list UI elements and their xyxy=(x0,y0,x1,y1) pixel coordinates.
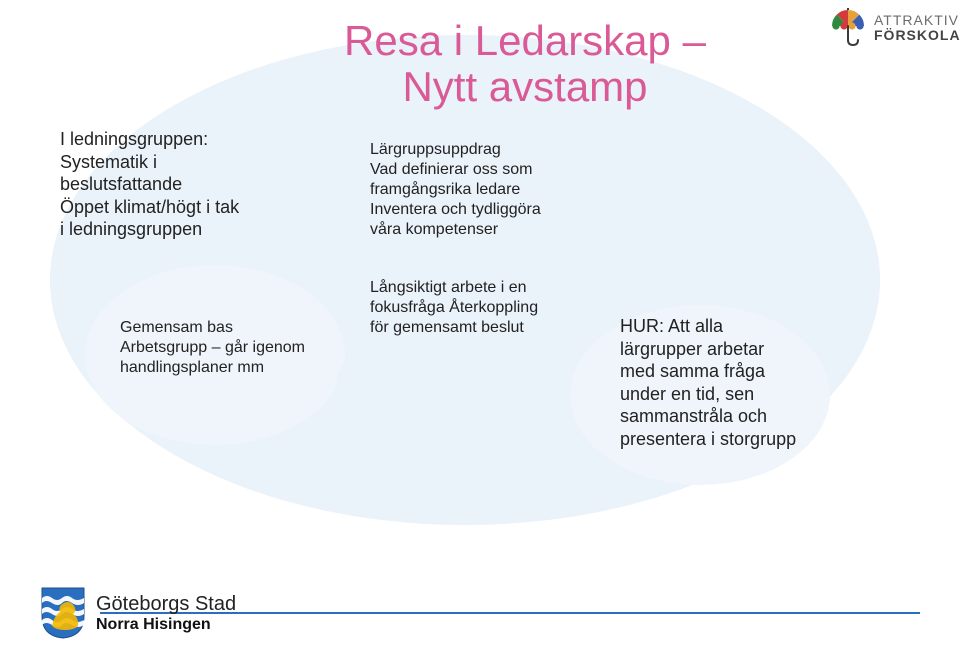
logo-line1: ATTRAKTIV xyxy=(874,13,960,28)
block-ledning: I ledningsgruppen: Systematik i beslutsf… xyxy=(60,128,239,241)
block-langsiktigt: Långsiktigt arbete i en fokusfråga Återk… xyxy=(370,278,538,338)
slide-title: Resa i Ledarskap – Nytt avstamp xyxy=(310,18,740,110)
logo-line2: FÖRSKOLA xyxy=(874,28,960,43)
logo-attraktiv-forskola: ATTRAKTIV FÖRSKOLA xyxy=(828,8,960,48)
footer-line1: Göteborgs Stad xyxy=(96,593,236,616)
shield-icon xyxy=(40,586,86,640)
footer-logo: Göteborgs Stad Norra Hisingen xyxy=(40,586,236,640)
umbrella-icon xyxy=(828,8,868,48)
block-hur: HUR: Att alla lärgrupper arbetar med sam… xyxy=(620,315,796,450)
footer-line2: Norra Hisingen xyxy=(96,616,236,634)
block-gemensam: Gemensam bas Arbetsgrupp – går igenom ha… xyxy=(120,318,305,378)
slide-canvas: Resa i Ledarskap – Nytt avstamp I lednin… xyxy=(0,0,960,658)
block-largrupp: Lärgruppsuppdrag Vad definierar oss som … xyxy=(370,140,541,240)
